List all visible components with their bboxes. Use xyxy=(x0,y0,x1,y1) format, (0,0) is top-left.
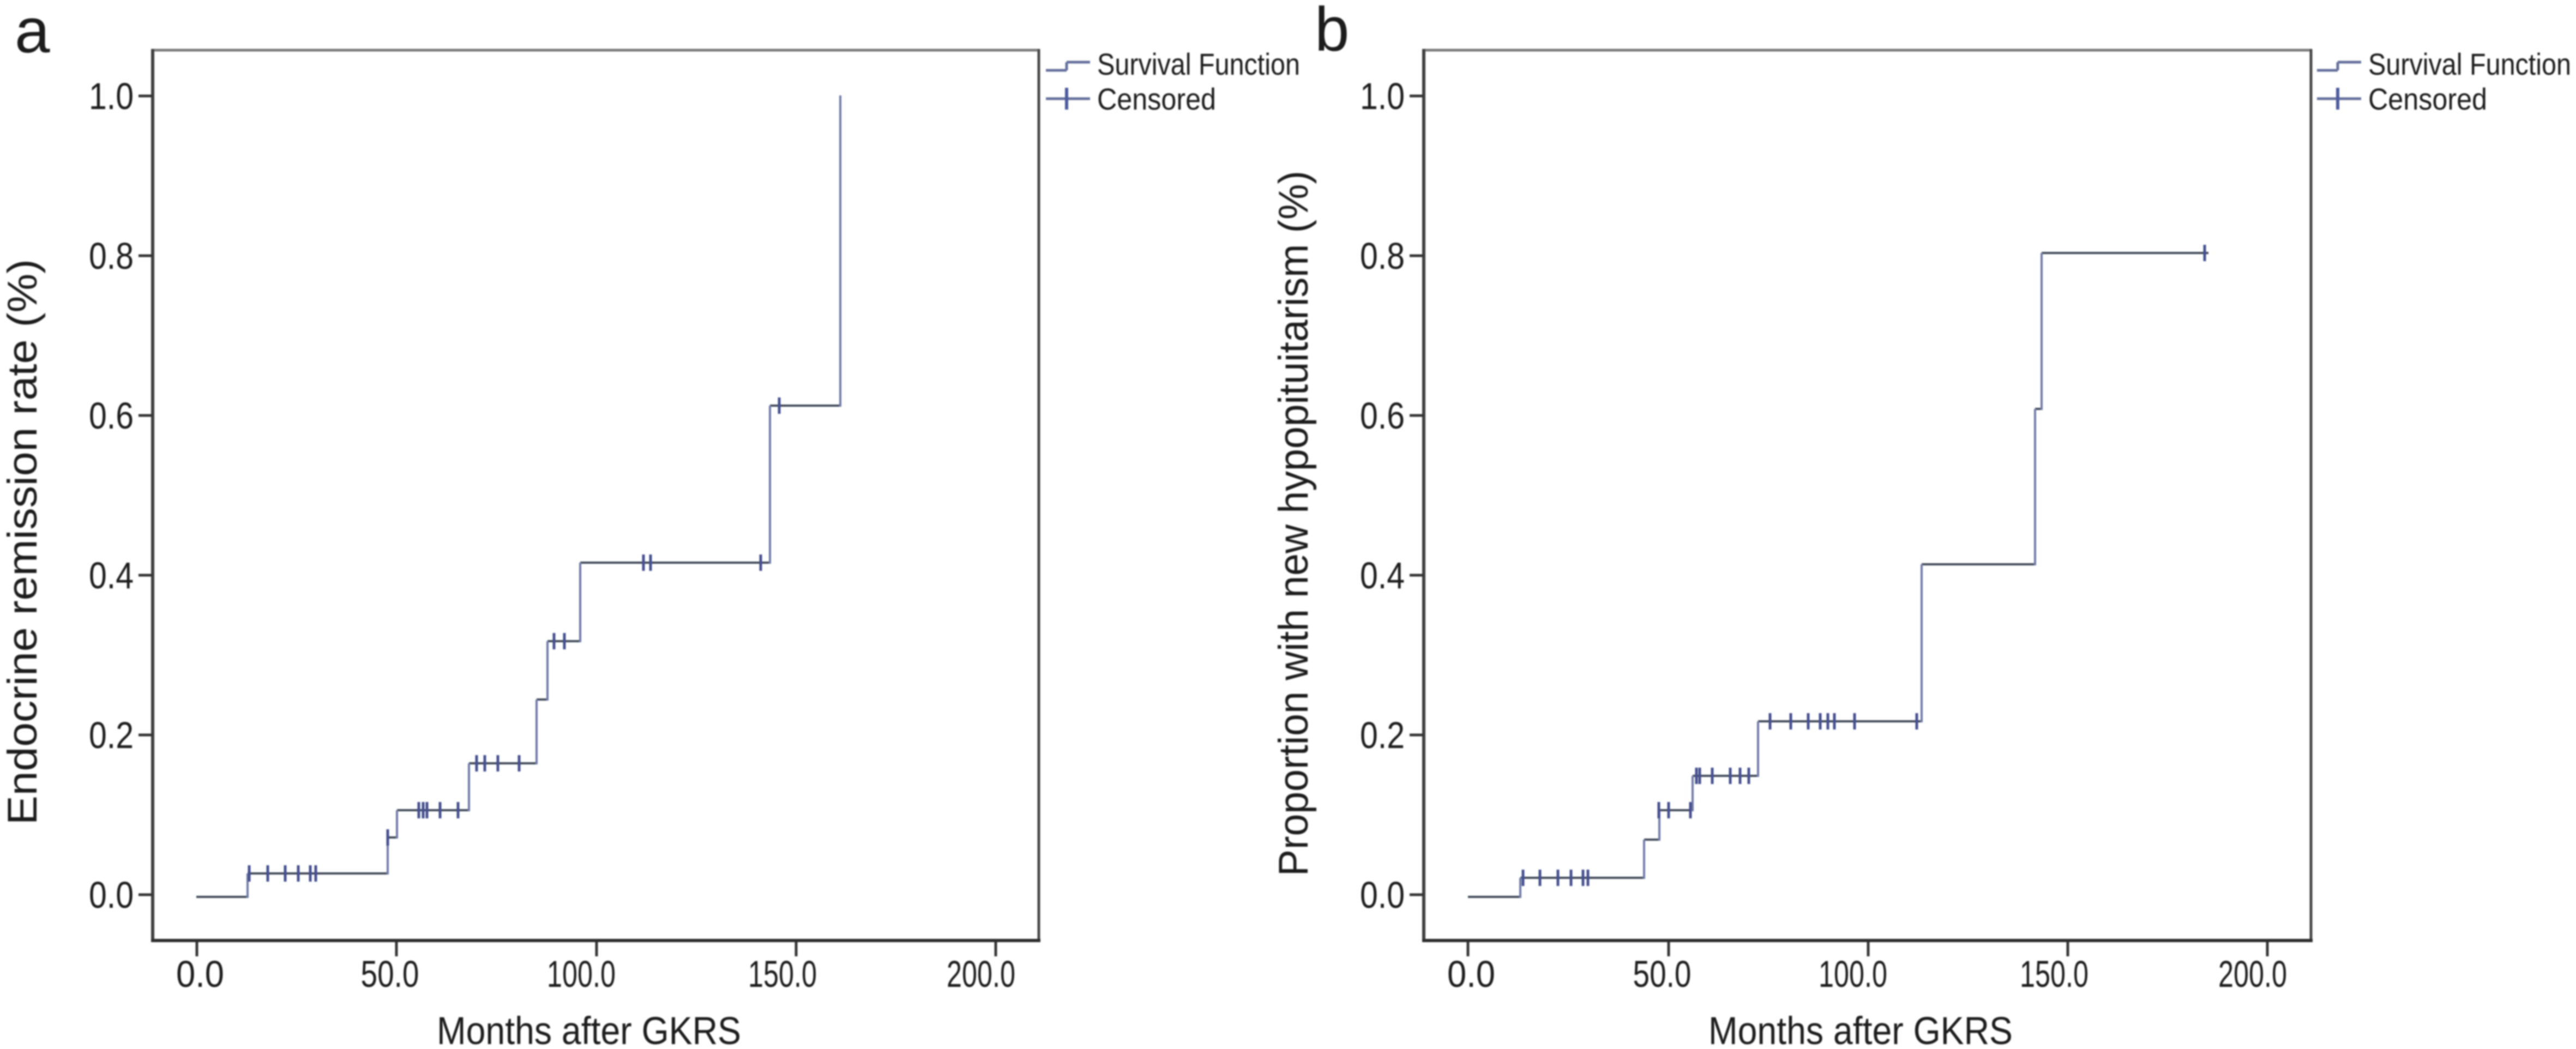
svg-text:0.8: 0.8 xyxy=(1360,235,1405,277)
svg-text:Censored: Censored xyxy=(2368,82,2487,116)
svg-text:0.8: 0.8 xyxy=(89,235,134,277)
svg-text:1.0: 1.0 xyxy=(89,75,134,117)
svg-text:0.0: 0.0 xyxy=(89,874,134,916)
svg-text:Censored: Censored xyxy=(1097,82,1216,116)
svg-text:Survival Function: Survival Function xyxy=(2368,47,2571,81)
svg-text:0.0: 0.0 xyxy=(176,953,224,995)
svg-text:Months after GKRS: Months after GKRS xyxy=(1708,1010,2013,1049)
svg-text:b: b xyxy=(1315,0,1349,64)
svg-text:150.0: 150.0 xyxy=(2020,953,2089,995)
svg-text:Months after GKRS: Months after GKRS xyxy=(437,1010,741,1049)
svg-text:Proportion with new hypopituit: Proportion with new hypopituitarism (%) xyxy=(1271,171,1317,876)
svg-text:200.0: 200.0 xyxy=(2218,953,2287,995)
svg-text:100.0: 100.0 xyxy=(547,953,616,995)
svg-text:0.0: 0.0 xyxy=(1447,953,1495,995)
svg-text:50.0: 50.0 xyxy=(361,953,419,995)
svg-text:0.2: 0.2 xyxy=(89,714,134,756)
svg-text:Survival Function: Survival Function xyxy=(1097,47,1300,81)
svg-text:100.0: 100.0 xyxy=(1819,953,1887,995)
svg-text:0.4: 0.4 xyxy=(1360,554,1405,596)
svg-text:0.0: 0.0 xyxy=(1360,874,1405,916)
svg-text:1.0: 1.0 xyxy=(1360,75,1405,117)
svg-text:0.4: 0.4 xyxy=(89,554,134,596)
svg-text:0.6: 0.6 xyxy=(1360,395,1405,437)
svg-text:50.0: 50.0 xyxy=(1633,953,1692,995)
svg-text:200.0: 200.0 xyxy=(947,953,1015,995)
svg-text:Endocrine remission rate (%): Endocrine remission rate (%) xyxy=(0,259,46,825)
svg-text:0.6: 0.6 xyxy=(89,395,134,437)
svg-text:a: a xyxy=(15,0,50,66)
svg-text:150.0: 150.0 xyxy=(748,953,817,995)
svg-text:0.2: 0.2 xyxy=(1360,714,1405,756)
